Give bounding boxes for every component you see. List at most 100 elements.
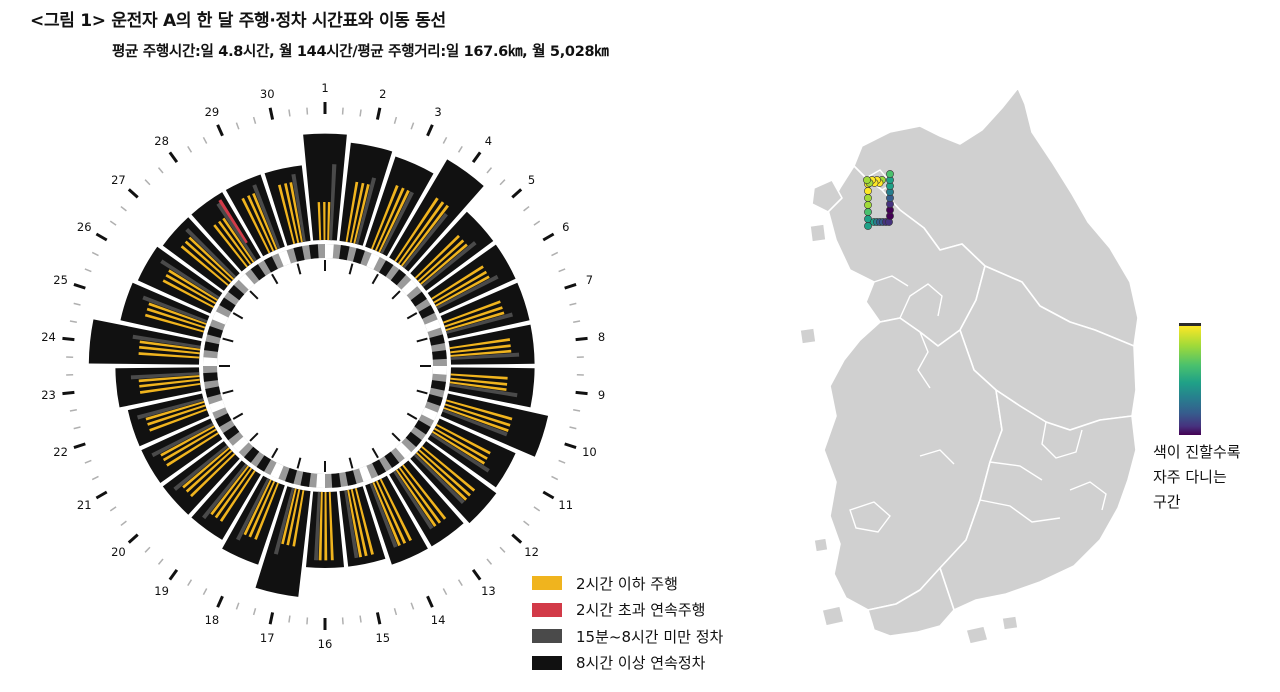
outer-tick-59 bbox=[120, 520, 127, 527]
outer-tick-13 bbox=[511, 188, 523, 199]
day-group-22 bbox=[127, 393, 210, 447]
time-ring-segment-34 bbox=[209, 400, 226, 413]
bar-driving-29-3 bbox=[252, 192, 278, 250]
map-region-southeast bbox=[939, 389, 1137, 611]
inner-tick-12 bbox=[348, 457, 354, 469]
day-group-18 bbox=[222, 475, 285, 565]
bar-driving-25-1 bbox=[144, 313, 205, 333]
time-ring-segment-25 bbox=[316, 473, 325, 488]
time-ring-segment-37 bbox=[203, 357, 218, 366]
outer-tick-37 bbox=[471, 568, 482, 581]
bar-driving-29-1 bbox=[241, 197, 271, 254]
outer-tick-63 bbox=[84, 459, 92, 464]
outer-tick-65 bbox=[73, 426, 81, 430]
legend-label-long-driving: 2시간 초과 연속주행 bbox=[576, 601, 706, 620]
day-label-1: 1 bbox=[321, 81, 328, 95]
day-group-4 bbox=[389, 159, 484, 272]
outer-tick-3 bbox=[359, 109, 362, 117]
outer-tick-16 bbox=[542, 232, 555, 242]
day-label-29: 29 bbox=[205, 105, 220, 119]
day-group-3 bbox=[365, 156, 434, 257]
bar-short-stop-7 bbox=[446, 312, 513, 334]
map-border-2 bbox=[899, 283, 943, 319]
bar-driving-19-2 bbox=[214, 467, 253, 519]
day-group-16 bbox=[305, 491, 345, 568]
time-ring-segment-39 bbox=[207, 326, 223, 339]
outer-tick-72 bbox=[73, 302, 81, 306]
inner-tick-11 bbox=[371, 447, 379, 459]
bar-driving-23-3 bbox=[138, 375, 200, 383]
legend-label-short-stop: 15분~8시간 미만 정차 bbox=[576, 627, 724, 646]
bar-driving-6-2 bbox=[433, 270, 488, 304]
day-group-7 bbox=[440, 282, 530, 339]
time-ring-segment-13 bbox=[432, 366, 447, 375]
day-group-11 bbox=[427, 418, 516, 488]
time-ring-segment-5 bbox=[379, 260, 394, 277]
time-ring-segment-32 bbox=[223, 425, 240, 441]
bar-long-driving-28 bbox=[218, 199, 248, 244]
day-group-12 bbox=[410, 441, 497, 524]
bar-driving-10-3 bbox=[443, 407, 509, 433]
colorbar-caption-line-2: 자주 다니는 bbox=[1153, 468, 1227, 486]
bar-driving-1-1 bbox=[317, 202, 322, 241]
bar-driving-23-2 bbox=[139, 378, 200, 388]
time-ring-segment-40 bbox=[212, 311, 229, 325]
route-point-28 bbox=[863, 176, 871, 184]
inner-tick-23 bbox=[271, 273, 279, 285]
time-ring-segment-36 bbox=[203, 372, 218, 382]
bar-driving-12-1 bbox=[421, 446, 476, 492]
day-label-17: 17 bbox=[260, 631, 275, 645]
legend-label-driving: 2시간 이하 주행 bbox=[576, 574, 678, 593]
bar-long-stop-6 bbox=[427, 244, 516, 314]
outer-tick-6 bbox=[410, 122, 415, 130]
legend-item-short-stop: 15분~8시간 미만 정차 bbox=[532, 623, 723, 650]
day-label-12: 12 bbox=[524, 545, 539, 559]
time-ring-outline bbox=[199, 240, 451, 492]
outer-tick-85 bbox=[216, 124, 224, 137]
bar-driving-21-1 bbox=[166, 432, 219, 467]
bar-driving-28-2 bbox=[218, 220, 252, 265]
outer-tick-19 bbox=[564, 282, 577, 290]
time-ring-segment-18 bbox=[405, 431, 422, 448]
bar-driving-19-3 bbox=[210, 465, 250, 516]
time-ring-segment-48 bbox=[309, 244, 319, 259]
day-label-21: 21 bbox=[77, 498, 92, 512]
bar-driving-27-1 bbox=[180, 245, 229, 286]
bar-driving-8-2 bbox=[450, 344, 511, 354]
bar-driving-3-3 bbox=[378, 189, 410, 253]
outer-tick-14 bbox=[523, 205, 530, 212]
time-ring-segment-35 bbox=[205, 386, 221, 398]
bar-short-stop-4 bbox=[402, 212, 448, 269]
map-border-5 bbox=[1041, 421, 1083, 459]
legend-swatch-long-stop bbox=[532, 655, 562, 670]
bar-driving-16-2 bbox=[324, 491, 328, 561]
outer-tick-80 bbox=[144, 179, 151, 186]
outer-tick-20 bbox=[569, 302, 577, 306]
day-group-15 bbox=[339, 486, 386, 567]
day-label-23: 23 bbox=[41, 388, 56, 402]
outer-tick-67 bbox=[62, 390, 75, 396]
map-island-5 bbox=[965, 625, 989, 645]
korea-route-map bbox=[799, 87, 1139, 645]
bar-short-stop-6 bbox=[436, 274, 499, 310]
bar-driving-1-3 bbox=[327, 202, 331, 241]
bar-driving-15-3 bbox=[347, 489, 363, 558]
map-border-6 bbox=[1069, 481, 1107, 511]
day-group-10 bbox=[440, 393, 549, 457]
outer-tick-44 bbox=[359, 615, 362, 623]
bar-long-stop-1 bbox=[303, 133, 347, 241]
day-label-10: 10 bbox=[582, 445, 597, 459]
bar-driving-28-3 bbox=[222, 217, 255, 263]
time-ring-segment-4 bbox=[366, 253, 380, 270]
outer-tick-31 bbox=[542, 490, 555, 500]
outer-tick-66 bbox=[69, 409, 77, 412]
bar-driving-23-1 bbox=[139, 382, 201, 394]
inner-tick-6 bbox=[416, 337, 428, 343]
inner-tick-8 bbox=[416, 389, 428, 395]
outer-tick-38 bbox=[457, 579, 463, 587]
bar-long-stop-11 bbox=[427, 418, 516, 488]
bar-short-stop-3 bbox=[380, 191, 414, 254]
map-border-9 bbox=[979, 499, 1061, 523]
outer-tick-12 bbox=[499, 179, 506, 186]
bar-short-stop-5 bbox=[421, 241, 477, 288]
